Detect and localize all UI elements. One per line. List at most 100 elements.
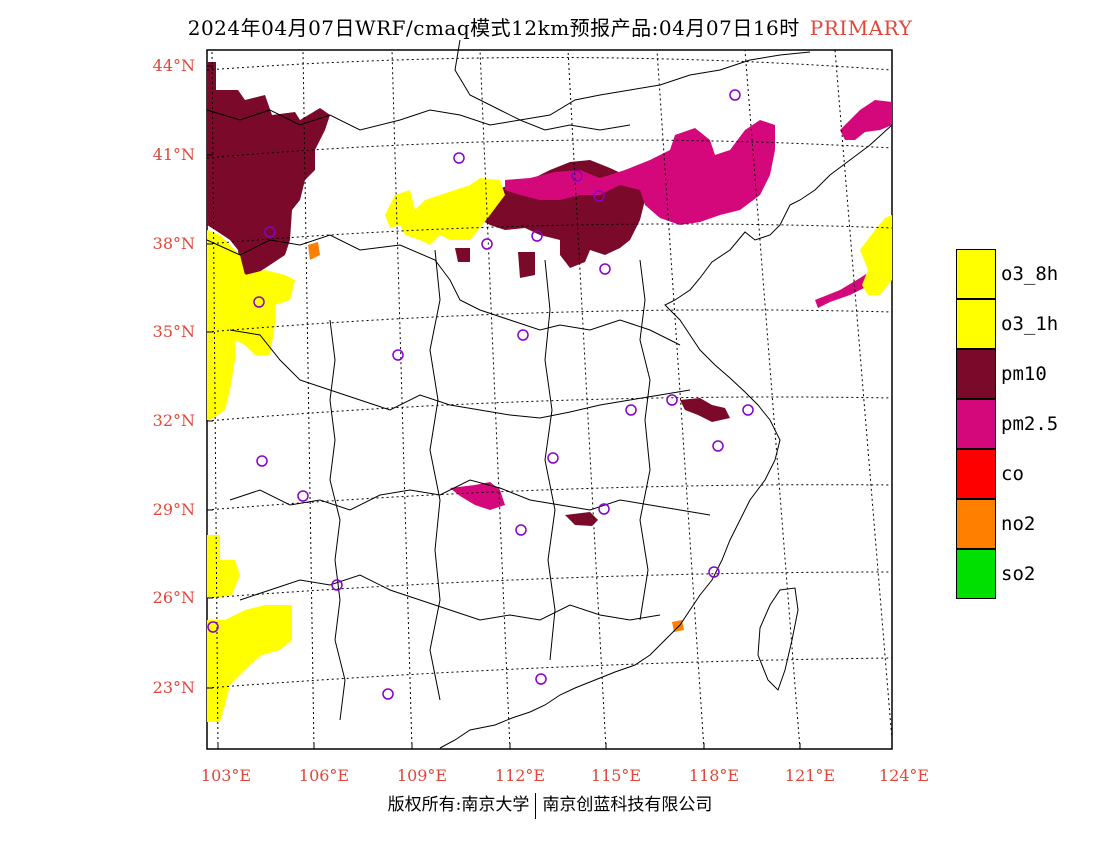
province-line-j (454, 39, 811, 121)
axis-ticks (207, 65, 893, 749)
pm10-patch-south (565, 512, 598, 526)
city-marker (593, 190, 605, 202)
lat-label-44: 44°N (152, 56, 195, 75)
legend-label: o3_8h (1001, 263, 1059, 285)
city-marker (207, 621, 219, 633)
legend-item-o3-8h: o3_8h (956, 249, 1086, 299)
legend-label: pm2.5 (1001, 413, 1059, 435)
city-markers (207, 89, 754, 700)
lat-label-23: 23°N (152, 678, 195, 697)
province-line-b (206, 234, 681, 346)
pm10-region-northwest (207, 62, 330, 278)
lat-label-26: 26°N (152, 588, 195, 607)
lon-line-115 (567, 49, 607, 750)
legend-label: o3_1h (1001, 313, 1059, 335)
city-marker (256, 455, 268, 467)
primary-tag: PRIMARY (809, 16, 913, 40)
pm25-patch-central (450, 482, 505, 510)
legend-label: no2 (1001, 513, 1036, 535)
pm10-patch-b (455, 248, 470, 262)
lon-label-112: 112°E (494, 766, 546, 785)
lon-line-112 (479, 49, 511, 750)
o3-region-north (385, 178, 505, 245)
city-marker (382, 688, 394, 700)
city-marker (531, 230, 543, 242)
city-marker (453, 152, 465, 164)
lon-label-109: 109°E (396, 766, 448, 785)
legend-item-so2: so2 (956, 549, 1086, 599)
lon-line-121 (744, 49, 801, 750)
lat-label-38: 38°N (152, 234, 195, 253)
map-title: 2024年04月07日WRF/cmaq模式12km预报产品:04月07日16时 P… (0, 12, 1100, 41)
lat-label-35: 35°N (152, 322, 195, 341)
city-marker (392, 349, 404, 361)
city-marker (599, 263, 611, 275)
city-marker (712, 440, 724, 452)
lon-label-118: 118°E (688, 766, 740, 785)
legend-swatch (956, 399, 996, 449)
copyright-owner: 版权所有:南京大学 (387, 795, 530, 815)
legend-label: so2 (1001, 563, 1036, 585)
city-marker (515, 524, 527, 536)
lon-label-121: 121°E (784, 766, 836, 785)
legend-swatch (956, 549, 996, 599)
lon-label-106: 106°E (298, 766, 350, 785)
lon-label-115: 115°E (590, 766, 642, 785)
legend-item-pm10: pm10 (956, 349, 1086, 399)
lat-label-41: 41°N (152, 145, 195, 164)
legend-label: co (1001, 463, 1024, 485)
lon-label-124: 124°E (878, 766, 930, 785)
lon-label-103: 103°E (200, 766, 252, 785)
footer-separator (535, 792, 537, 819)
lon-line-103 (211, 49, 219, 750)
city-marker (547, 452, 559, 464)
legend-item-o3-1h: o3_1h (956, 299, 1086, 349)
lon-line-118 (656, 49, 705, 750)
province-line-a (206, 109, 631, 131)
city-marker (253, 296, 265, 308)
city-marker (666, 394, 678, 406)
legend-swatch (956, 349, 996, 399)
lat-label-29: 29°N (152, 500, 195, 519)
lon-line-106 (302, 49, 315, 750)
legend-swatch (956, 499, 996, 549)
taiwan-outline (757, 587, 799, 691)
city-marker (598, 503, 610, 515)
legend-item-pm25: pm2.5 (956, 399, 1086, 449)
o3-region-west (207, 230, 295, 420)
legend-item-no2: no2 (956, 499, 1086, 549)
copyright-company: 南京创蓝科技有限公司 (542, 795, 713, 815)
o3-region-southwest (207, 535, 292, 722)
pm10-patch-a (518, 252, 535, 278)
map-frame (206, 49, 893, 750)
lon-line-109 (391, 49, 413, 750)
legend-item-co: co (956, 449, 1086, 499)
province-line-g (429, 249, 441, 701)
map-title-text: 2024年04月07日WRF/cmaq模式12km预报产品:04月07日16时 (187, 16, 800, 40)
city-marker (625, 404, 637, 416)
legend-swatch (956, 299, 996, 349)
city-marker (297, 490, 309, 502)
legend-swatch (956, 449, 996, 499)
province-line-i (639, 259, 651, 621)
lon-line-124 (834, 49, 893, 741)
pollution-layer (207, 62, 892, 722)
o3-region-east (860, 215, 892, 295)
coastline (439, 124, 893, 749)
no2-patch-west (308, 242, 320, 260)
province-line-e (239, 574, 661, 621)
city-marker (708, 566, 720, 578)
city-marker (331, 579, 343, 591)
graticule (206, 49, 893, 750)
city-marker (729, 89, 741, 101)
province-line-d (229, 479, 711, 516)
province-line-c (229, 329, 691, 419)
legend-swatch (956, 249, 996, 299)
city-marker (481, 238, 493, 250)
boundary-lines (206, 39, 893, 749)
city-marker (571, 170, 583, 182)
province-line-h (544, 259, 556, 661)
city-marker (517, 329, 529, 341)
lat-label-32: 32°N (152, 411, 195, 430)
